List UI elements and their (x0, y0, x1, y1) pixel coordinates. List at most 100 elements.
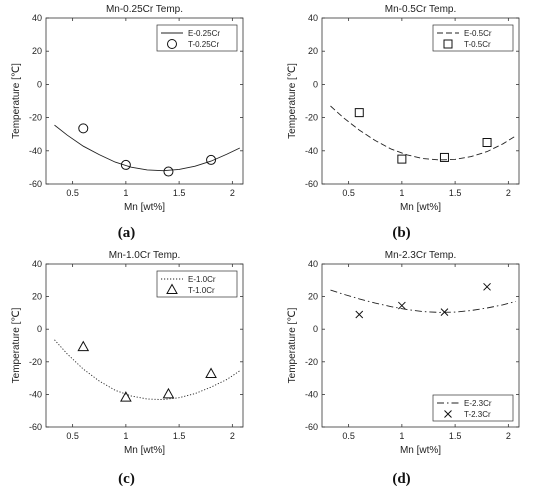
panel-label: (d) (392, 471, 410, 487)
x-tick-label: 2 (506, 188, 511, 198)
panel-label: (a) (118, 225, 136, 241)
x-tick-label: 2 (506, 431, 511, 441)
data-point-T-0.5Cr (354, 108, 364, 118)
data-point-T-0.25Cr (120, 159, 131, 170)
panel-label: (c) (118, 471, 135, 487)
y-tick-label: 0 (37, 79, 42, 89)
y-axis-label: Temperature [℃] (287, 63, 298, 139)
chart-title: Mn-0.25Cr Temp. (106, 4, 183, 15)
x-tick-label: 0.5 (342, 188, 355, 198)
legend-box (432, 24, 514, 52)
legend-label: E-1.0Cr (188, 275, 216, 284)
y-tick-label: -60 (305, 179, 318, 189)
chart-panel-2: Mn-0.5Cr Temp. -60 -40 -20 0 20 40 0.5 1 1.5 2 Mn [… (287, 4, 520, 213)
y-tick-label: -20 (305, 113, 318, 123)
data-point-T-0.25Cr (163, 166, 174, 177)
legend: E-2.3Cr T-2.3Cr (432, 394, 514, 422)
series-line-E-2.3Cr (330, 289, 516, 313)
legend: E-0.5Cr T-0.5Cr (432, 24, 514, 52)
data-point-T-0.25Cr (78, 123, 89, 134)
y-tick-label: -40 (29, 146, 42, 156)
data-point-T-1.0Cr (77, 340, 90, 352)
y-axis-label: Temperature [℃] (11, 307, 22, 383)
legend-marker-swatch (167, 39, 177, 49)
y-tick-label: 20 (32, 292, 42, 302)
series-line-E-0.25Cr (54, 124, 240, 172)
chart-title: Mn-0.5Cr Temp. (385, 4, 457, 15)
legend-label: T-0.5Cr (464, 40, 491, 49)
y-tick-label: 20 (32, 46, 42, 56)
legend-label: E-0.5Cr (464, 29, 492, 38)
y-tick-label: -20 (29, 113, 42, 123)
x-tick-label: 1 (123, 431, 128, 441)
x-tick-label: 1 (399, 431, 404, 441)
y-tick-label: 0 (313, 79, 318, 89)
data-point-T-2.3Cr (440, 308, 449, 316)
legend-label: E-2.3Cr (464, 399, 492, 408)
x-tick-label: 0.5 (342, 431, 355, 441)
data-point-T-0.5Cr (397, 154, 407, 164)
x-axis-label: Mn [wt%] (400, 202, 441, 213)
y-tick-label: -60 (305, 422, 318, 432)
x-tick-label: 2 (230, 188, 235, 198)
x-tick-label: 1 (399, 188, 404, 198)
y-tick-label: 40 (308, 259, 318, 269)
x-tick-label: 1 (123, 188, 128, 198)
data-point-T-0.5Cr (482, 138, 492, 147)
legend-box (156, 24, 238, 52)
x-axis-label: Mn [wt%] (400, 445, 441, 456)
series-line-E-0.5Cr (330, 105, 517, 161)
legend-box (432, 394, 514, 422)
legend-marker-swatch (444, 410, 452, 418)
data-point-T-1.0Cr (162, 387, 175, 399)
data-point-T-1.0Cr (205, 367, 217, 379)
y-tick-label: -40 (29, 389, 42, 399)
chart-title: Mn-1.0Cr Temp. (109, 250, 181, 261)
y-tick-label: -40 (305, 146, 318, 156)
y-tick-label: 40 (308, 13, 318, 23)
chart-panel-3: Mn-1.0Cr Temp. -60 -40 -20 0 20 40 0.5 1 1.5 2 Mn [… (11, 250, 244, 456)
x-tick-label: 1.5 (449, 431, 462, 441)
y-tick-label: -40 (305, 389, 318, 399)
legend-box (156, 270, 238, 298)
data-point-T-2.3Cr (355, 310, 364, 319)
x-tick-label: 1.5 (449, 188, 462, 198)
legend-label: E-0.25Cr (188, 29, 220, 38)
y-tick-label: -20 (29, 357, 42, 367)
data-point-T-2.3Cr (483, 282, 491, 291)
y-tick-label: -60 (29, 422, 42, 432)
x-tick-label: 0.5 (66, 188, 79, 198)
x-tick-label: 1.5 (173, 188, 186, 198)
y-tick-label: -20 (305, 357, 318, 367)
data-point-T-2.3Cr (398, 301, 406, 310)
panel-label: (b) (392, 225, 410, 241)
x-tick-label: 2 (230, 431, 235, 441)
legend-marker-swatch (166, 283, 178, 294)
y-tick-label: 20 (308, 46, 318, 56)
legend-marker-swatch (443, 39, 453, 49)
legend-label: T-0.25Cr (188, 40, 219, 49)
chart-panel-4: Mn-2.3Cr Temp. -60 -40 -20 0 20 40 0.5 1 1.5 2 Mn [… (287, 250, 520, 456)
data-point-T-0.5Cr (439, 152, 449, 162)
legend-label: T-2.3Cr (464, 410, 491, 419)
y-tick-label: 40 (32, 13, 42, 23)
y-axis-label: Temperature [℃] (287, 307, 298, 383)
x-tick-label: 1.5 (173, 431, 186, 441)
x-axis-label: Mn [wt%] (124, 445, 165, 456)
chart-title: Mn-2.3Cr Temp. (385, 250, 457, 261)
y-tick-label: 20 (308, 292, 318, 302)
chart-panel-1: Mn-0.25Cr Temp. -60 -40 -20 0 20 40 0.5 1 1.5 2 Mn … (11, 4, 244, 213)
legend-label: T-1.0Cr (188, 286, 215, 295)
x-tick-label: 0.5 (66, 431, 79, 441)
y-axis-label: Temperature [℃] (11, 63, 22, 139)
data-point-T-1.0Cr (120, 391, 132, 402)
y-tick-label: 0 (37, 324, 42, 334)
legend: E-1.0Cr T-1.0Cr (156, 270, 238, 298)
y-tick-label: 0 (313, 324, 318, 334)
data-point-T-0.25Cr (206, 154, 217, 165)
y-tick-label: 40 (32, 259, 42, 269)
y-tick-label: -60 (29, 179, 42, 189)
legend: E-0.25Cr T-0.25Cr (156, 24, 238, 52)
x-axis-label: Mn [wt%] (124, 202, 165, 213)
